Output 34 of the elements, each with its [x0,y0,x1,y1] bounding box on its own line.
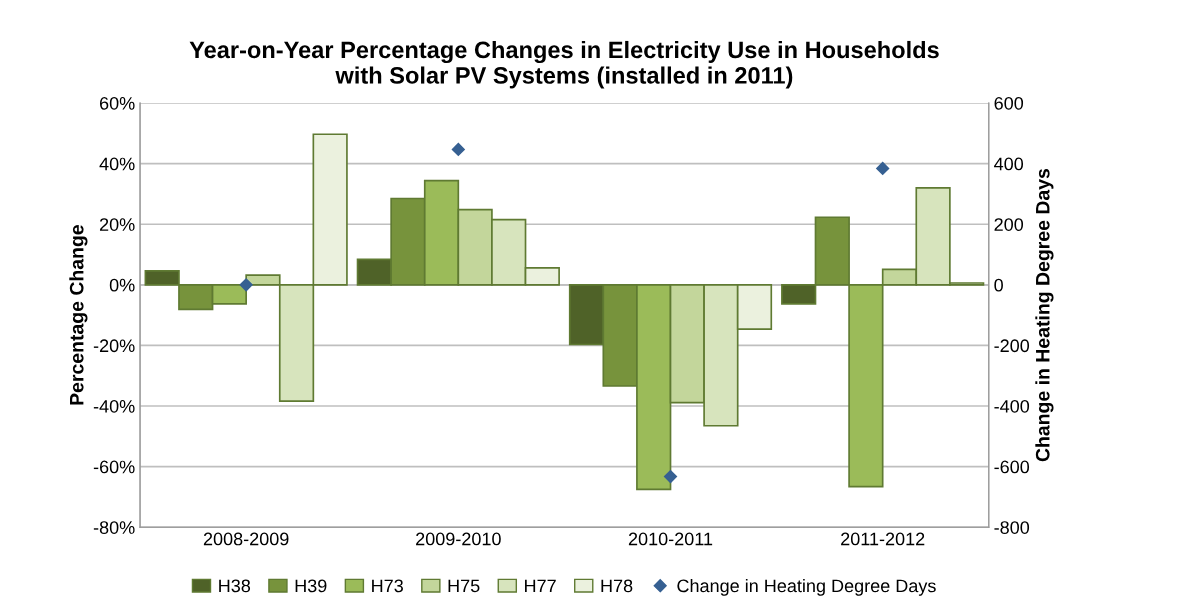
point [451,142,465,156]
y-tick-label: 20% [99,218,135,231]
legend-label: H73 [372,579,403,593]
y-axis-title: Percentage Change [69,225,88,405]
y-tick-label: 40% [99,157,135,171]
y-tick-label: -20% [93,339,135,353]
y-tick-label: -80% [93,521,135,534]
y-tick-label: -60% [93,460,135,474]
legend-label: H77 [525,579,556,593]
y2-tick-label: -600 [994,460,1030,474]
legend-label: H78 [601,579,633,593]
point [239,278,253,292]
y2-axis-title: Change in Heating Degree Days [1035,168,1054,462]
legend-label: H38 [219,579,251,593]
legend-label: H75 [448,579,480,593]
y2-tick-label: -200 [994,339,1030,353]
point [876,161,890,176]
y2-tick-label: 200 [994,218,1024,231]
x-tick-label: 2008-2009 [203,532,289,546]
point [663,470,678,484]
chart-title: Year-on-Year Percentage Changes in Electricity Use in Households with Solar PV Systems (installed in 2011) [189,40,939,89]
legend-label: Change in Heating Degree Days [677,578,936,596]
x-tick-label: 2011-2012 [841,532,925,546]
legend-label: H39 [295,579,327,593]
y-tick-label: -40% [93,399,135,413]
x-tick-label: 2010-2011 [628,532,713,546]
y-tick-label: 60% [99,96,135,110]
y-tick-label: 0% [109,278,135,292]
y2-tick-label: -800 [994,521,1030,534]
y2-tick-label: 400 [994,157,1024,171]
y2-tick-label: 600 [994,96,1024,110]
y2-tick-label: 0 [994,278,1003,292]
x-tick-label: 2009-2010 [416,532,501,546]
y2-tick-label: -400 [994,399,1030,413]
